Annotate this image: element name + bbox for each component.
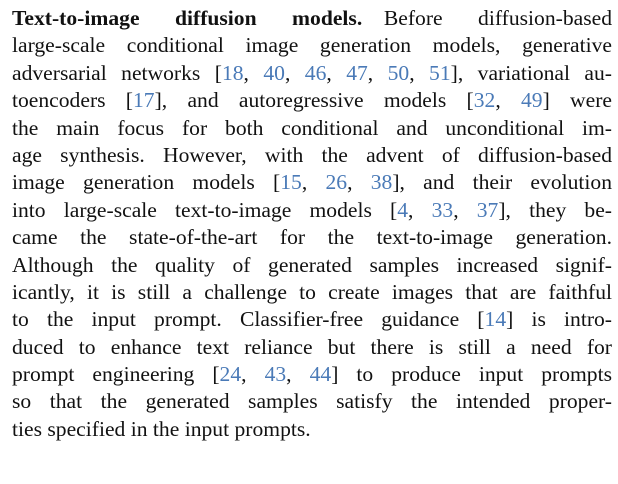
citation-link[interactable]: 51 (429, 60, 451, 85)
text-run: , (326, 60, 347, 85)
text-run: to the input prompt. Classifier-free gui… (12, 307, 485, 332)
citation-link[interactable]: 15 (280, 170, 302, 195)
paragraph-line: the main focus for both conditional and … (12, 115, 612, 142)
text-run: ], and autoregressive models [ (154, 88, 474, 113)
paragraph-line: prompt engineering [24, 43, 44] to produ… (12, 361, 612, 388)
text-run: into large-scale text-to-image models [ (12, 197, 398, 222)
citation-link[interactable]: 33 (431, 197, 454, 222)
text-run: adversarial networks [ (12, 60, 222, 85)
text-run: , (284, 60, 305, 85)
paragraph-line: toencoders [17], and autoregressive mode… (12, 87, 612, 114)
paragraph-line: icantly, it is still a challenge to crea… (12, 279, 612, 306)
paragraph-line: so that the generated samples satisfy th… (12, 388, 612, 415)
paragraph-line: age synthesis. However, with the advent … (12, 142, 612, 169)
citation-link[interactable]: 24 (219, 362, 242, 387)
paragraph-line: into large-scale text-to-image models [4… (12, 197, 612, 224)
citation-link[interactable]: 38 (370, 170, 393, 195)
paragraph-line: Although the quality of generated sample… (12, 252, 612, 279)
citation-link[interactable]: 44 (309, 362, 332, 387)
text-run: ], they be- (498, 197, 613, 222)
text-run: , (347, 170, 371, 195)
text-run: , (408, 197, 432, 222)
citation-link[interactable]: 43 (264, 362, 287, 387)
text-run: large-scale conditional image generation… (12, 33, 612, 58)
text-run: came the state-of-the-art for the text-t… (12, 225, 612, 250)
text-run: age synthesis. However, with the advent … (12, 142, 612, 167)
citation-link[interactable]: 18 (221, 60, 244, 85)
text-run: , (243, 60, 264, 85)
citation-link[interactable]: 40 (263, 60, 285, 85)
text-run: ] is intro- (506, 307, 612, 332)
paragraph-text-to-image-diffusion-models: Text-to-image diffusion models. Before d… (12, 5, 612, 443)
text-run: , (453, 197, 477, 222)
text-run: ], variational au- (450, 60, 612, 85)
paragraph-line: duced to enhance text reliance but there… (12, 334, 612, 361)
citation-link[interactable]: 37 (476, 197, 499, 222)
text-run: Before diffusion-based (383, 6, 612, 30)
text-run: ties specified in the input prompts. (12, 416, 311, 441)
text-run: Although the quality of generated sample… (12, 252, 612, 277)
citation-link[interactable]: 50 (387, 60, 410, 85)
citation-link[interactable]: 49 (520, 88, 543, 113)
text-run: , (409, 60, 430, 85)
text-run: ] to produce input prompts (331, 362, 613, 387)
text-run: the main focus for both conditional and … (12, 115, 612, 140)
citation-link[interactable]: 47 (346, 60, 368, 85)
text-run: icantly, it is still a challenge to crea… (12, 279, 612, 304)
paragraph-line: Text-to-image diffusion models. Before d… (12, 5, 612, 32)
paragraph-heading: Text-to-image diffusion models. (12, 6, 363, 30)
text-run: , (301, 170, 326, 195)
text-run: prompt engineering [ (12, 362, 220, 387)
text-run: , (286, 362, 310, 387)
paragraph-line: came the state-of-the-art for the text-t… (12, 224, 612, 251)
paragraph-line: to the input prompt. Classifier-free gui… (12, 306, 612, 333)
citation-link[interactable]: 17 (133, 88, 155, 113)
text-run: , (495, 88, 521, 113)
paragraph-line: ties specified in the input prompts. (12, 416, 612, 443)
citation-link[interactable]: 32 (473, 88, 496, 113)
text-run: so that the generated samples satisfy th… (12, 389, 612, 414)
citation-link[interactable]: 26 (325, 170, 348, 195)
text-run: image generation models [ (12, 170, 281, 195)
text-run: toencoders [ (12, 88, 133, 113)
text-run: ] were (542, 88, 612, 113)
citation-link[interactable]: 46 (304, 60, 327, 85)
citation-link[interactable]: 14 (484, 307, 507, 332)
text-run: duced to enhance text reliance but there… (12, 334, 612, 359)
paragraph-line: large-scale conditional image generation… (12, 32, 612, 59)
paragraph-line: image generation models [15, 26, 38], an… (12, 169, 612, 196)
citation-link[interactable]: 4 (397, 197, 409, 222)
text-run: , (241, 362, 265, 387)
paragraph-line: adversarial networks [18, 40, 46, 47, 50… (12, 60, 612, 87)
text-run: , (367, 60, 388, 85)
text-run: ], and their evolution (392, 170, 613, 195)
